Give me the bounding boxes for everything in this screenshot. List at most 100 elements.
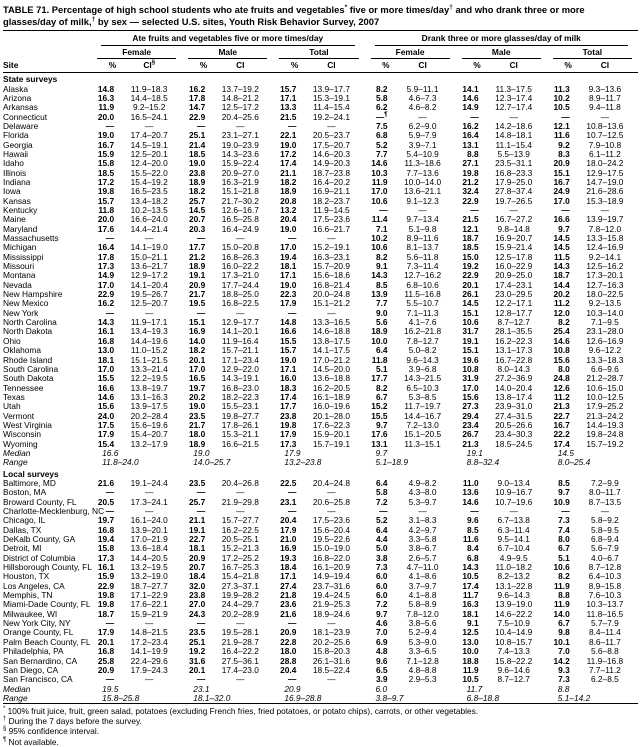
percent-cell: 8.8 <box>467 148 479 159</box>
ci-cell: 3.3–6.5 <box>408 646 437 657</box>
percent-cell: 16.6 <box>280 326 297 337</box>
ci-cell: 15.3–19.1 <box>312 92 350 103</box>
ci-column-header: CI <box>298 59 365 74</box>
table-row: Wisconsin 17.9 15.4–20.7 18.0 15.3–21.1 17.9 1… <box>3 429 638 440</box>
summary-value-cell: 6.8–18.8 <box>466 692 500 703</box>
percent-cell: 21.7 <box>189 289 206 300</box>
ci-cell: 21.2–28.7 <box>586 373 624 384</box>
percent-cell: 12.0 <box>553 307 570 318</box>
ci-cell: 16.4–20.2 <box>312 176 350 187</box>
ci-cell: 15.2–19.1 <box>312 242 350 253</box>
percent-cell: 5.8 <box>375 487 388 498</box>
ci-cell: 20.1–28.0 <box>312 410 350 421</box>
summary-value-cell: 18.1–32.0 <box>193 692 231 703</box>
ci-cell: 17.1–23.4 <box>221 354 259 365</box>
percent-cell: 10.6 <box>462 317 479 328</box>
ci-cell: 17.2–23.4 <box>130 636 168 647</box>
ci-cell: 14.2–18.6 <box>495 120 533 131</box>
percent-cell: 20.1 <box>189 354 206 365</box>
percent-cell: — <box>196 307 206 318</box>
percent-cell: 8.0 <box>558 534 570 545</box>
percent-cell: 15.7 <box>280 345 297 356</box>
ci-cell: 17.8–26.1 <box>221 419 259 430</box>
ci-cell: 20.2–28.9 <box>221 608 259 619</box>
table-row: Wyoming 15.4 13.2–17.9 18.9 16.6–21.5 17.3 15.… <box>3 438 638 449</box>
site-cell: New Mexico <box>3 298 49 309</box>
percent-cell: 20.9 <box>280 627 297 638</box>
percent-cell: 10.5 <box>462 571 479 582</box>
percent-cell: 14.9 <box>462 102 479 113</box>
table-row: New Hampshire 22.9 19.5–26.7 21.7 18.8–25.0 2… <box>3 289 638 300</box>
percent-cell: 4.4 <box>375 534 388 545</box>
percent-cell: 15.5 <box>280 335 297 346</box>
percent-cell: 21.7 <box>189 419 206 430</box>
percent-cell: 18.7 <box>553 270 570 281</box>
site-cell: North Dakota <box>3 326 53 337</box>
percent-cell: 7.4 <box>558 524 570 535</box>
summary-value-cell: 23.1 <box>193 683 210 694</box>
summary-value-cell: 16.9–28.8 <box>284 692 322 703</box>
percent-cell: 22.1 <box>280 130 297 141</box>
summary-value-cell: 13.2–23.8 <box>284 457 322 468</box>
ci-cell: 15.1–21.2 <box>312 298 350 309</box>
ci-cell: 12.9–17.7 <box>221 317 259 328</box>
ci-cell: 15.2–21.3 <box>221 543 259 554</box>
site-cell: District of Columbia <box>3 552 76 563</box>
percent-cell: 20.4 <box>280 214 297 225</box>
ci-cell: 10.4–14.9 <box>495 627 533 638</box>
table-row: Miami-Dade County, FL 19.8 17.6–22.1 27.0 24… <box>3 599 638 610</box>
site-cell: Memphis, TN <box>3 590 53 601</box>
ci-cell: 15.6–20.4 <box>312 524 350 535</box>
ci-cell: 15.1–20.5 <box>404 429 442 440</box>
percent-cell: 19.7 <box>189 382 206 393</box>
percent-cell: 13.3 <box>280 102 297 113</box>
percent-cell: 16.1 <box>97 562 115 573</box>
ci-cell: 8.2–13.2 <box>497 571 530 582</box>
table-row: Vermont 24.0 20.2–28.4 23.5 19.8–27.7 23.8 20.… <box>3 410 638 421</box>
ci-cell: 11.1–15.4 <box>495 139 532 150</box>
group-header-row: Site Ate fruits and vegetables five or m… <box>3 30 638 74</box>
percent-cell: 14.0 <box>189 335 206 346</box>
ci-cell: 11.9–17.1 <box>130 317 168 328</box>
table-row: Arizona 16.3 14.4–18.5 17.8 14.8–21.2 17.1 15.… <box>3 92 638 103</box>
ci-cell: 7.9–10.8 <box>588 139 622 150</box>
percent-cell: 7.2 <box>375 599 388 610</box>
ci-cell: 17.3–20.1 <box>586 270 624 281</box>
ci-cell: 14.8–21.2 <box>221 92 259 103</box>
ci-cell: 8.6–11.7 <box>588 636 621 647</box>
percent-cell: 22.8 <box>280 636 297 647</box>
ci-cell: 13.3–16.5 <box>312 317 350 328</box>
percent-cell: 23.5 <box>189 477 206 488</box>
ci-cell: 14.1–19.9 <box>130 646 168 657</box>
percent-cell: 10.0 <box>371 335 388 346</box>
ci-cell: 14.3–23.6 <box>221 148 259 159</box>
percent-cell: 9.8 <box>558 627 570 638</box>
percent-cell: 12.5 <box>462 627 479 638</box>
percent-cell: 17.2 <box>280 148 297 159</box>
percent-cell: 6.7 <box>558 618 570 629</box>
percent-cell: 15.1 <box>462 345 479 356</box>
ci-cell: 16.6–24.0 <box>130 214 168 225</box>
ci-cell: 7.1–11.3 <box>406 307 439 318</box>
percent-cell: 21.5 <box>462 214 479 225</box>
percent-cell: 17.4 <box>280 391 297 402</box>
table-row: Connecticut 20.0 16.5–24.1 22.9 20.4–25.6 21.… <box>3 112 638 122</box>
table-row: San Bernardino, CA 25.8 22.4–29.6 31.6 27.5–… <box>3 655 638 666</box>
ci-cell: — <box>236 618 245 629</box>
site-cell: DeKalb County, GA <box>3 534 76 545</box>
ci-cell: 6.4–10.3 <box>588 571 622 582</box>
percent-cell: 18.4 <box>280 562 297 573</box>
table-row: New Mexico 16.2 12.5–20.7 19.5 16.8–22.5 17.9… <box>3 298 638 309</box>
percent-cell: 25.8 <box>97 655 115 666</box>
percent-cell: 20.3 <box>189 223 206 234</box>
percent-cell: 14.5 <box>189 205 206 215</box>
percent-cell: 19.0 <box>280 354 297 365</box>
percent-cell: 16.9 <box>189 326 206 337</box>
ci-cell: 5.7–7.9 <box>590 618 619 629</box>
ci-cell: 8.7–12.7 <box>497 674 530 685</box>
site-cell: New York City, NY <box>3 618 71 629</box>
percent-cell: — <box>105 233 115 244</box>
ci-cell: 3.3–5.8 <box>408 534 437 545</box>
ci-cell: 20.0–24.8 <box>312 289 350 300</box>
percent-cell: 15.4 <box>97 438 115 449</box>
